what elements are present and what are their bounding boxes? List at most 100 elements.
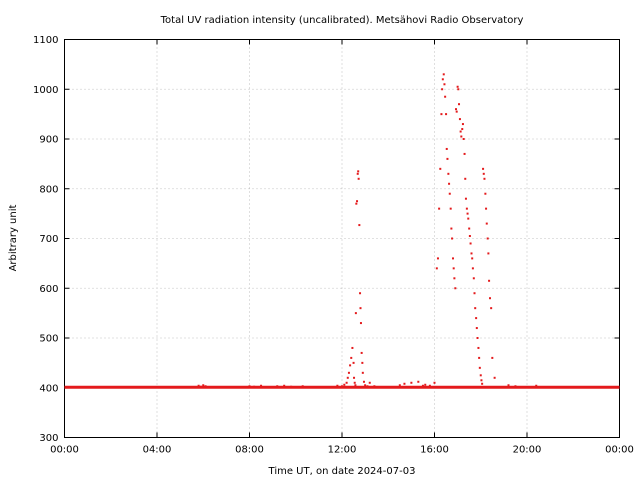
data-point — [359, 307, 362, 310]
data-point — [358, 224, 361, 227]
y-tick-label: 700 — [39, 234, 58, 245]
x-tick-label: 20:00 — [513, 445, 542, 456]
data-point — [479, 374, 482, 377]
data-point — [461, 128, 464, 131]
data-point — [439, 167, 442, 170]
y-tick-label: 400 — [39, 383, 58, 394]
data-point — [351, 346, 354, 349]
data-point — [436, 257, 439, 260]
data-point — [356, 200, 359, 203]
x-tick-label: 00:00 — [605, 445, 634, 456]
data-point — [366, 385, 369, 388]
data-point — [356, 172, 359, 175]
data-point — [464, 177, 467, 180]
data-point — [456, 85, 459, 88]
data-point — [448, 192, 451, 195]
x-tick-label: 04:00 — [143, 445, 172, 456]
data-point — [465, 207, 468, 210]
data-point — [428, 384, 431, 387]
data-point — [468, 235, 471, 238]
data-point — [490, 307, 493, 310]
data-point — [361, 371, 364, 374]
data-point — [359, 292, 362, 295]
data-point — [448, 182, 451, 185]
data-point — [199, 385, 202, 388]
data-point — [482, 172, 485, 175]
data-point — [461, 123, 464, 126]
data-point — [354, 312, 357, 315]
data-point — [346, 376, 349, 379]
data-point — [417, 380, 420, 383]
data-point — [451, 237, 454, 240]
data-point — [463, 152, 466, 155]
data-point — [480, 379, 483, 382]
x-axis-label: Time UT, on date 2024-07-03 — [268, 466, 416, 477]
data-point — [468, 227, 471, 230]
data-point — [357, 170, 360, 173]
data-point — [471, 257, 474, 260]
data-point — [373, 385, 376, 388]
data-point — [472, 277, 475, 280]
data-point — [471, 267, 474, 270]
data-point — [482, 167, 485, 170]
x-tick-label: 12:00 — [328, 445, 357, 456]
data-point — [353, 381, 356, 384]
data-point — [438, 207, 441, 210]
data-point — [469, 242, 472, 245]
data-point — [470, 252, 473, 255]
y-tick-label: 1100 — [33, 35, 58, 46]
data-point — [452, 267, 455, 270]
data-point — [452, 257, 454, 260]
x-tick-label: 16:00 — [420, 445, 449, 456]
data-point — [458, 118, 461, 121]
ticks: 300 400 500 600 700 800 900 1000 1100 00:00 04:00 0… — [33, 35, 634, 456]
data-point — [253, 385, 256, 388]
data-point — [462, 138, 465, 140]
plot-frame — [64, 39, 620, 438]
y-tick-label: 900 — [39, 135, 58, 146]
data-points — [64, 73, 620, 389]
data-point — [443, 83, 446, 86]
data-point — [487, 252, 490, 255]
data-point — [491, 356, 494, 359]
data-point — [455, 108, 458, 111]
data-point — [336, 384, 339, 387]
data-point — [457, 88, 460, 91]
data-point — [475, 317, 478, 320]
data-point — [421, 384, 424, 387]
data-point — [445, 147, 448, 150]
data-point — [352, 361, 355, 364]
data-point — [478, 366, 481, 369]
data-point — [454, 287, 457, 290]
data-point — [359, 322, 362, 325]
data-point — [353, 376, 356, 379]
data-point — [354, 384, 357, 387]
data-point — [435, 267, 438, 270]
data-point — [476, 337, 479, 339]
data-point — [260, 384, 263, 387]
data-point — [424, 383, 427, 386]
data-point — [441, 88, 444, 91]
y-tick-label: 500 — [39, 334, 58, 345]
data-point — [489, 297, 491, 300]
data-point — [446, 157, 449, 160]
data-point — [460, 135, 463, 138]
data-point — [361, 361, 364, 364]
data-point — [347, 371, 350, 374]
data-point — [197, 384, 200, 387]
data-point — [485, 222, 488, 225]
data-point — [450, 227, 453, 230]
data-point — [464, 197, 467, 200]
data-point — [410, 381, 413, 384]
data-point — [478, 356, 481, 359]
data-point — [488, 279, 491, 282]
data-point — [477, 346, 480, 349]
data-point — [458, 103, 461, 106]
data-point — [466, 212, 469, 215]
data-point — [360, 351, 363, 354]
data-point — [535, 384, 538, 387]
y-axis-label: Arbitrary unit — [8, 205, 19, 272]
data-point — [483, 177, 486, 180]
data-point — [444, 95, 447, 98]
y-tick-label: 1000 — [33, 85, 58, 96]
